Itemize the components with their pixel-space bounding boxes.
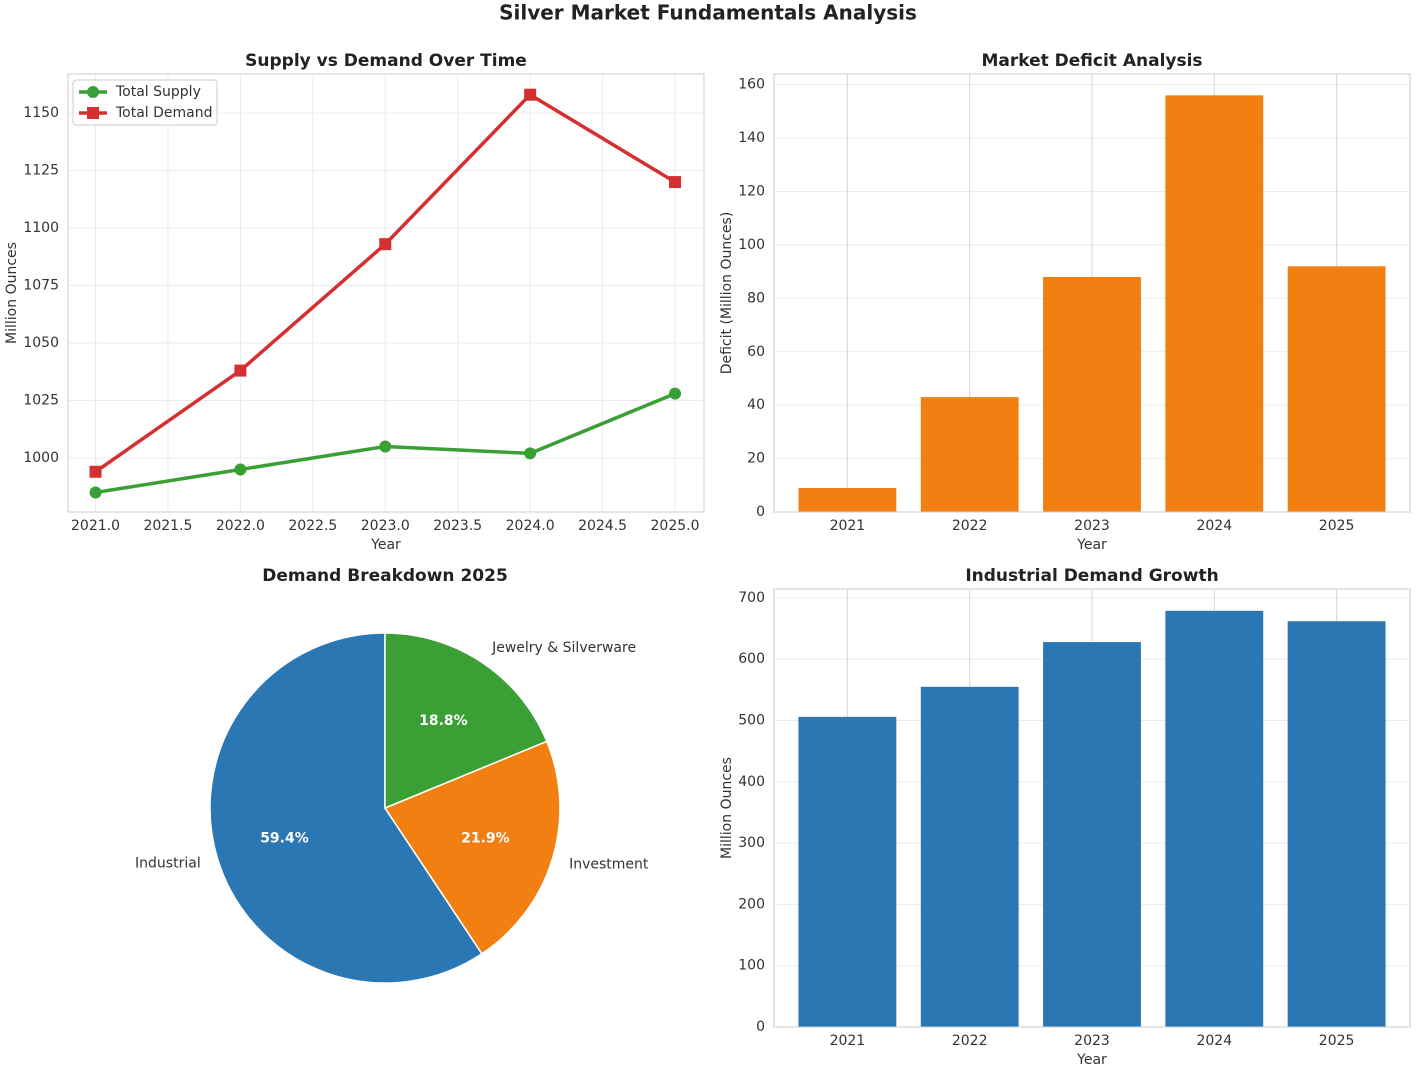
x-tick-label: 2025.0 [651, 518, 700, 534]
y-tick-label: 1075 [23, 278, 59, 294]
y-tick-label: 40 [747, 397, 765, 413]
pie-slice [383, 740, 561, 955]
plot-area [68, 74, 704, 512]
marker [669, 176, 682, 189]
legend-box [72, 79, 218, 126]
x-tick-label: 2022 [952, 518, 988, 534]
slice-percent: 59.4% [260, 830, 309, 846]
y-tick-label: 1100 [23, 220, 59, 236]
marker [89, 465, 102, 478]
x-axis-label: Year [370, 537, 401, 553]
x-tick-label: 2021.5 [143, 518, 192, 534]
x-tick-label: 2025 [1319, 518, 1355, 534]
bar [1165, 95, 1264, 513]
legend-label: Total Demand [115, 105, 213, 121]
marker [524, 88, 537, 101]
axes-frame [773, 73, 1411, 513]
x-tick-label: 2022 [952, 1033, 988, 1049]
x-tick-label: 2024 [1196, 518, 1232, 534]
y-tick-label: 120 [738, 184, 765, 200]
y-tick-label: 1050 [23, 335, 59, 351]
bar [1287, 621, 1386, 1027]
bar [1287, 266, 1386, 512]
chart-title: Market Deficit Analysis [981, 51, 1202, 71]
figure-title: Silver Market Fundamentals Analysis [499, 1, 917, 25]
x-tick-label: 2024.5 [578, 518, 627, 534]
y-tick-label: 100 [738, 958, 765, 974]
slice-label: Industrial [135, 856, 201, 872]
marker [669, 387, 682, 400]
marker [379, 440, 392, 453]
y-axis-label: Deficit (Million Ounces) [719, 212, 735, 375]
bar [1043, 276, 1141, 512]
bar [920, 397, 1019, 512]
y-tick-label: 20 [747, 451, 765, 467]
axes-frame [67, 73, 705, 513]
bar [798, 487, 897, 512]
bar [920, 686, 1019, 1027]
x-tick-label: 2021.0 [71, 518, 120, 534]
bar [1043, 642, 1141, 1027]
marker [234, 463, 247, 476]
slice-label: Investment [569, 856, 649, 872]
pie-slice [209, 632, 483, 984]
marker [234, 364, 247, 377]
y-tick-label: 400 [738, 774, 765, 790]
chart-title: Industrial Demand Growth [965, 566, 1218, 586]
x-tick-label: 2023.5 [433, 518, 482, 534]
chart-title: Demand Breakdown 2025 [262, 566, 508, 586]
x-tick-label: 2025 [1319, 1033, 1355, 1049]
y-tick-label: 600 [738, 651, 765, 667]
legend-marker [87, 107, 99, 119]
y-tick-label: 300 [738, 835, 765, 851]
y-axis-label: Million Ounces [4, 242, 20, 344]
y-tick-label: 80 [747, 290, 765, 306]
y-tick-label: 1125 [23, 163, 59, 179]
x-tick-label: 2023 [1074, 518, 1110, 534]
y-tick-label: 500 [738, 713, 765, 729]
y-tick-label: 0 [756, 504, 765, 520]
legend-label: Total Supply [115, 84, 201, 100]
y-tick-label: 1150 [23, 105, 59, 121]
axes-frame [773, 588, 1411, 1028]
x-tick-label: 2023 [1074, 1033, 1110, 1049]
slice-percent: 21.9% [461, 831, 510, 847]
y-tick-label: 160 [738, 77, 765, 93]
y-tick-label: 0 [756, 1019, 765, 1035]
x-axis-label: Year [1076, 537, 1107, 553]
x-tick-label: 2021 [830, 1033, 866, 1049]
legend-marker [87, 86, 99, 98]
x-axis-label: Year [1076, 1052, 1107, 1068]
y-tick-label: 100 [738, 237, 765, 253]
y-tick-label: 60 [747, 344, 765, 360]
chart-title: Supply vs Demand Over Time [245, 51, 527, 71]
x-tick-label: 2024.0 [506, 518, 555, 534]
bar [1165, 610, 1264, 1027]
x-tick-label: 2021 [830, 518, 866, 534]
x-tick-label: 2023.0 [361, 518, 410, 534]
x-tick-label: 2022.0 [216, 518, 265, 534]
x-tick-label: 2024 [1196, 1033, 1232, 1049]
marker [379, 238, 392, 251]
bar [798, 716, 897, 1027]
marker [89, 486, 102, 499]
pie-slice [384, 632, 548, 810]
slice-percent: 18.8% [419, 713, 468, 729]
y-tick-label: 1000 [23, 450, 59, 466]
marker [524, 447, 537, 460]
slice-label: Jewelry & Silverware [491, 640, 636, 656]
y-tick-label: 1025 [23, 392, 59, 408]
y-tick-label: 200 [738, 896, 765, 912]
y-axis-label: Million Ounces [719, 757, 735, 859]
y-tick-label: 700 [738, 590, 765, 606]
x-tick-label: 2022.5 [288, 518, 337, 534]
y-tick-label: 140 [738, 130, 765, 146]
